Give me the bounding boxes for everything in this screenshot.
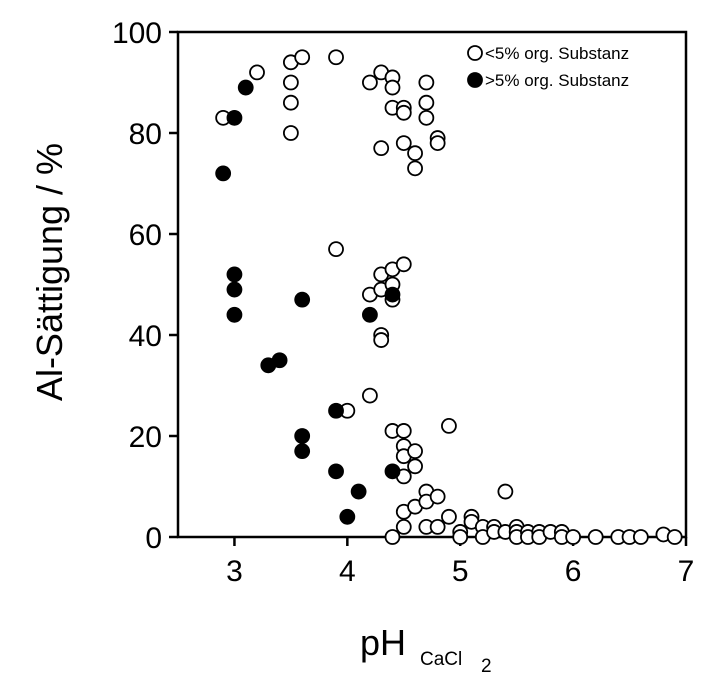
legend-label-open: <5% org. Substanz [485,44,629,63]
axis-ticks: 3 4 5 6 7 0 20 40 60 80 100 [112,17,694,588]
data-point-open [587,529,604,545]
data-point-open [429,488,446,505]
data-point-open [407,443,423,460]
data-point-open [384,79,401,96]
data-point-filled [226,266,243,283]
x-tick-label: 5 [452,555,469,588]
data-point-open [384,529,401,545]
data-point-open [282,94,299,111]
y-tick-label: 80 [129,118,162,151]
data-point-filled [339,508,356,525]
x-tick-label: 3 [226,555,243,588]
x-axis-title-subscript2: 2 [481,656,492,675]
data-point-filled [328,463,344,480]
x-axis-title-main: pH [360,622,406,663]
data-point-open [249,64,265,81]
data-point-open [362,387,378,404]
data-point-filled [237,79,254,96]
data-point-filled [294,443,311,460]
legend-label-filled: >5% org. Substanz [485,71,629,90]
data-point-open [418,109,435,126]
data-point-open [565,529,582,545]
y-tick-label: 100 [112,17,162,50]
data-point-filled [362,306,378,323]
data-point-open [395,256,412,273]
data-point-open [429,519,446,535]
data-point-filled [226,306,243,323]
x-tick-label: 4 [339,555,356,588]
data-point-open [407,145,423,162]
data-point-filled [226,281,243,298]
data-points [215,49,683,545]
y-tick-label: 60 [129,219,162,252]
data-point-open [362,74,378,91]
data-point-filled [226,109,243,126]
data-point-open [441,508,457,525]
plot-frame [176,30,688,539]
data-point-open [407,160,423,177]
data-point-open [666,529,683,545]
y-tick-label: 0 [145,522,162,555]
x-tick-label: 7 [678,555,695,588]
data-point-filled [294,291,311,308]
legend: <5% org. Substanz >5% org. Substanz [467,44,629,90]
legend-marker-filled [467,72,483,88]
x-tick-label: 6 [565,555,582,588]
data-point-open [328,241,344,258]
y-tick-label: 40 [129,320,162,353]
x-axis-title: pH CaCl 2 [360,622,492,675]
data-point-filled [271,352,288,369]
data-point-open [441,417,457,434]
data-point-open [497,483,514,500]
data-point-open [395,135,412,152]
data-point-filled [328,402,344,419]
legend-marker-open [467,45,483,61]
data-point-open [429,135,446,152]
data-point-open [395,423,412,439]
data-point-open [294,49,311,66]
data-point-open [452,529,469,545]
data-point-filled [215,165,232,182]
data-point-open [632,529,649,545]
data-point-open [373,332,390,348]
data-point-open [282,125,299,141]
data-point-open [418,94,435,111]
plot-border [176,30,688,539]
data-point-filled [294,428,311,444]
y-axis-title: Al-Sättigung / % [29,143,70,401]
data-point-open [407,458,423,475]
data-point-open [395,519,412,535]
data-point-filled [350,483,367,500]
data-point-open [395,104,412,121]
data-point-filled [384,286,401,303]
data-point-open [328,49,344,66]
x-axis-title-subscript: CaCl [420,649,462,670]
data-point-open [373,140,390,157]
y-tick-label: 20 [129,421,162,454]
data-point-open [282,74,299,91]
data-point-filled [384,463,401,480]
data-point-open [418,74,435,91]
